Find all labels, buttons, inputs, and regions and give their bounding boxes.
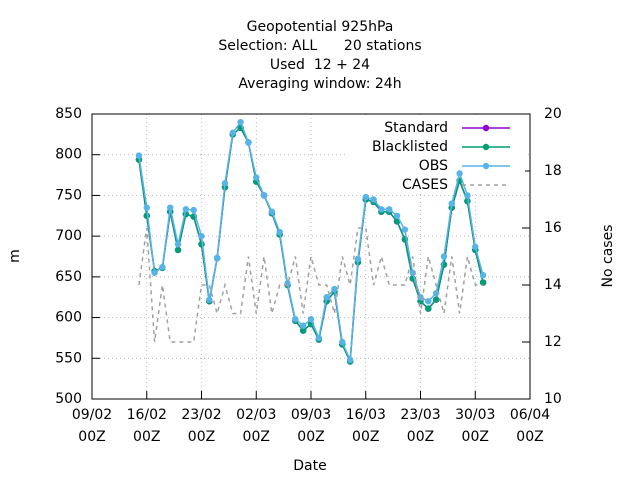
point [299, 327, 307, 334]
point [448, 200, 455, 207]
point [260, 192, 268, 199]
y-axis-label: m [7, 249, 23, 263]
x-tick-label: 02/03 00Z [236, 407, 276, 445]
point [425, 305, 432, 312]
point [315, 334, 323, 342]
x-axis-label: Date [293, 458, 326, 474]
y2-tick-label: 18 [544, 163, 562, 179]
point [323, 294, 330, 301]
plot-border [91, 113, 531, 400]
point [237, 118, 244, 126]
point [276, 228, 283, 236]
point [472, 243, 479, 250]
subtitle: Selection: ALL 20 stations [218, 38, 421, 54]
point [253, 174, 260, 181]
point [479, 279, 487, 286]
point [159, 263, 166, 271]
y2-tick-label: 14 [544, 277, 562, 293]
point [182, 206, 190, 213]
point [174, 241, 182, 248]
legend-label: CASES [402, 177, 448, 193]
x-tick-label: 30/03 00Z [455, 407, 495, 445]
legend-marker [482, 124, 490, 132]
legend-label: OBS [419, 158, 448, 174]
y-tick-label: 700 [55, 228, 82, 244]
y-tick-label: 850 [55, 106, 82, 122]
legend-marker [482, 162, 490, 170]
y2-tick-label: 20 [544, 106, 562, 122]
point [464, 192, 471, 199]
point [440, 253, 448, 260]
y2-tick-label: 12 [544, 334, 562, 350]
subtitle: Used 12 + 24 [270, 57, 370, 73]
x-tick-label: 23/02 00Z [181, 407, 221, 445]
x-tick-label: 16/02 00Z [127, 407, 167, 445]
y2-tick-label: 10 [544, 391, 562, 407]
point [479, 272, 487, 279]
point [292, 316, 299, 323]
point [167, 204, 174, 211]
y-tick-label: 600 [55, 310, 82, 326]
point [346, 356, 354, 364]
legend-marker [482, 143, 490, 151]
point [432, 296, 440, 303]
point [198, 232, 205, 240]
point [268, 208, 276, 215]
chart-title: Geopotential 925hPa [247, 19, 394, 35]
y-tick-label: 800 [55, 147, 82, 163]
x-tick-label: 09/03 00Z [291, 407, 331, 445]
y2-tick-label: 16 [544, 220, 562, 236]
x-tick-label: 06/04 00Z [510, 407, 550, 445]
point [386, 206, 393, 213]
point [401, 226, 409, 233]
series-line [138, 227, 484, 343]
legend-box [345, 118, 525, 194]
point [362, 193, 369, 201]
y-tick-label: 550 [55, 350, 82, 366]
point [135, 152, 143, 159]
y-tick-label: 500 [55, 391, 82, 407]
point [213, 254, 221, 262]
point [393, 212, 401, 219]
legend-label: Blacklisted [372, 139, 448, 155]
point [190, 206, 197, 214]
point [339, 338, 346, 346]
point [425, 298, 432, 305]
point [206, 296, 213, 303]
point [299, 322, 307, 329]
point [370, 196, 377, 203]
point [354, 255, 362, 263]
point [174, 246, 182, 254]
legend-label: Standard [384, 120, 448, 136]
y-tick-label: 750 [55, 187, 82, 203]
point [143, 204, 150, 211]
x-tick-label: 16/03 00Z [346, 407, 386, 445]
point [229, 129, 236, 136]
point [151, 269, 158, 276]
point [378, 206, 385, 213]
x-tick-label: 09/02 00Z [72, 407, 112, 445]
point [307, 316, 315, 323]
y-tick-label: 650 [55, 269, 82, 285]
subtitle: Averaging window: 24h [238, 76, 401, 92]
y2-axis-label: No cases [600, 225, 616, 288]
point [245, 139, 252, 146]
x-tick-label: 23/03 00Z [400, 407, 440, 445]
point [221, 180, 229, 187]
point [331, 285, 338, 293]
point [456, 170, 463, 177]
